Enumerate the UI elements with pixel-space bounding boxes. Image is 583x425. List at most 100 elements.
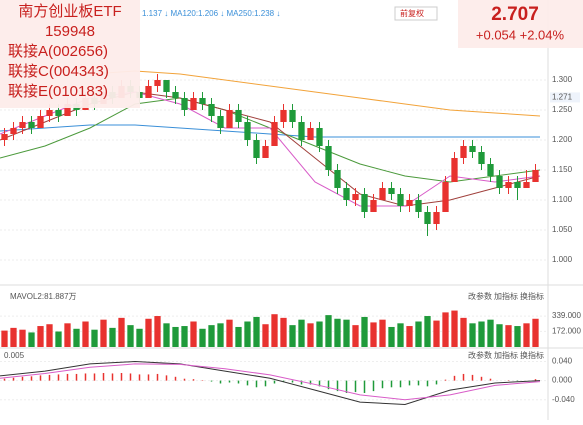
volume-bar [28, 332, 35, 347]
adjust-label[interactable]: 前复权 [400, 8, 424, 18]
candle-body [379, 188, 386, 200]
candle-body [343, 188, 350, 200]
volume-bar [352, 325, 359, 347]
candle-body [55, 110, 62, 116]
candle-body [469, 146, 476, 152]
candle-body [181, 98, 188, 110]
candle-body [532, 170, 539, 182]
y-tick-label: 0.000 [552, 376, 573, 385]
volume-bar [262, 324, 269, 347]
candle-body [307, 128, 314, 140]
y-tick-label: 339.000 [552, 311, 581, 320]
volume-bar [460, 317, 467, 347]
volume-bar [316, 321, 323, 347]
panel-button[interactable]: 改参数 [468, 291, 492, 301]
volume-bar [1, 330, 8, 347]
volume-bar [127, 325, 134, 347]
panel-button[interactable]: 改参数 [468, 350, 492, 360]
volume-bar [172, 326, 179, 347]
volume-bar [451, 310, 458, 347]
panel-button[interactable]: 加指标 [494, 350, 518, 360]
volume-bar [253, 316, 260, 347]
volume-bar [19, 329, 26, 347]
candle-body [451, 158, 458, 182]
volume-bar [226, 319, 233, 347]
volume-bar [343, 319, 350, 347]
current-label: 1.271 [552, 93, 573, 102]
y-tick-label: 1.100 [552, 195, 573, 204]
candle-body [271, 122, 278, 146]
candle-body [172, 92, 179, 98]
panel-button[interactable]: 加指标 [494, 291, 518, 301]
volume-bar [406, 326, 413, 347]
candle-body [208, 104, 215, 116]
candle-body [388, 188, 395, 194]
volume-bar [289, 325, 296, 347]
volume-bar [361, 316, 368, 347]
candle-body [226, 110, 233, 128]
fund-name: 159948 [45, 23, 95, 40]
candle-body [496, 176, 503, 188]
candle-body [289, 110, 296, 122]
fund-name: 联接A(002656) [8, 43, 108, 60]
y-tick-label: 1.300 [552, 75, 573, 84]
volume-bar [298, 319, 305, 347]
panel-button[interactable]: 换指标 [520, 350, 544, 360]
volume-bar [370, 322, 377, 347]
volume-bar [271, 314, 278, 347]
candle-body [334, 170, 341, 188]
volume-bar [325, 315, 332, 347]
volume-bar [397, 323, 404, 347]
y-tick-label: 1.200 [552, 135, 573, 144]
candle-body [514, 182, 521, 188]
volume-bar [154, 316, 161, 347]
candle-body [487, 164, 494, 176]
volume-label: MAVOL2:81.887万 [10, 292, 77, 301]
volume-bar [442, 312, 449, 347]
macd-line [0, 363, 541, 401]
ma-line [0, 124, 540, 138]
volume-bar [415, 321, 422, 347]
candle-body [154, 80, 161, 86]
candle-body [235, 110, 242, 122]
candle-body [478, 152, 485, 164]
volume-bar [532, 318, 539, 347]
y-tick-label: 1.150 [552, 165, 573, 174]
volume-bar [55, 331, 62, 347]
candle-body [361, 194, 368, 212]
adjust-dropdown[interactable] [394, 6, 438, 21]
candle-body [145, 86, 152, 98]
volume-bar [82, 321, 89, 347]
volume-bar [37, 326, 44, 347]
y-tick-label: 1.050 [552, 225, 573, 234]
candle-body [163, 80, 170, 92]
volume-bar [217, 323, 224, 347]
volume-bar [244, 321, 251, 347]
volume-bar [91, 329, 98, 347]
volume-bar [109, 327, 116, 347]
candle-body [433, 212, 440, 224]
candle-body [46, 110, 53, 116]
candle-body [415, 200, 422, 212]
candle-body [280, 110, 287, 122]
candle-body [10, 128, 17, 134]
y-tick-label: 0.040 [552, 357, 573, 366]
volume-bar [505, 325, 512, 347]
panel-button[interactable]: 换指标 [520, 291, 544, 301]
candle-body [406, 200, 413, 206]
volume-bar [424, 316, 431, 347]
volume-bar [145, 318, 152, 347]
volume-bar [235, 326, 242, 347]
volume-bar [118, 317, 125, 347]
volume-bar [163, 323, 170, 347]
name-box [0, 0, 140, 108]
candle-body [397, 194, 404, 206]
candle-body [64, 104, 71, 116]
volume-bar [208, 325, 215, 347]
candle-body [505, 182, 512, 188]
volume-bar [496, 324, 503, 347]
volume-bar [10, 327, 17, 347]
volume-bar [199, 328, 206, 347]
candle-body [253, 140, 260, 158]
candle-body [244, 122, 251, 140]
